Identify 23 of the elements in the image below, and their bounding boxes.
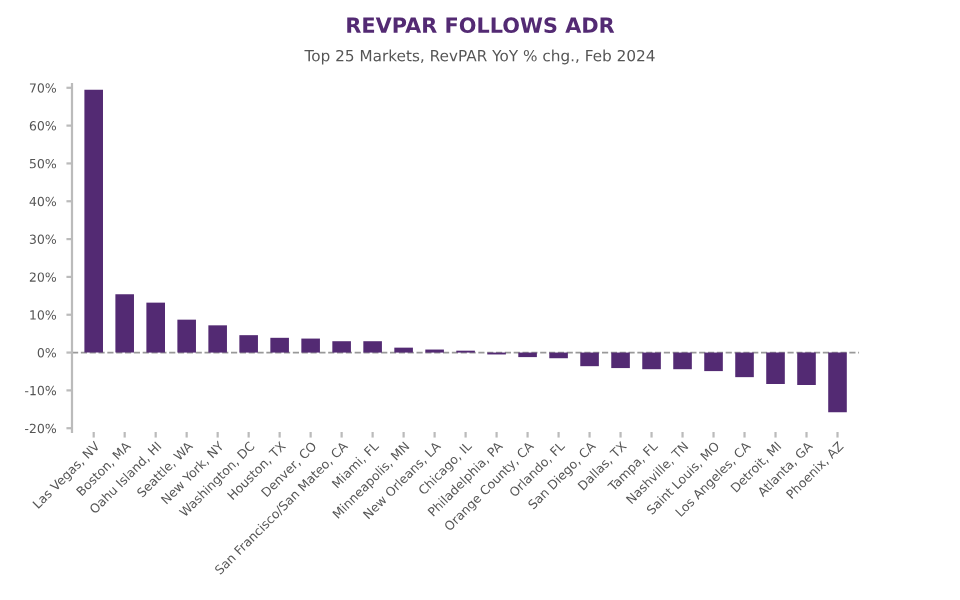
bar [239, 335, 258, 353]
bar [363, 341, 382, 353]
bar [735, 352, 754, 378]
bar [115, 294, 134, 353]
bar [177, 319, 196, 353]
chart-title: REVPAR FOLLOWS ADR [347, 17, 615, 34]
bar [84, 89, 103, 353]
bar [580, 352, 599, 367]
bar [611, 352, 630, 369]
bar [642, 352, 661, 370]
bar [673, 352, 692, 370]
bar [766, 352, 785, 384]
bar [518, 352, 537, 358]
bar [549, 352, 568, 359]
bar [301, 338, 320, 353]
bar [394, 347, 413, 353]
bar [828, 352, 847, 413]
bar [270, 337, 289, 353]
bar [704, 352, 723, 372]
bar [797, 352, 816, 386]
bar [146, 302, 165, 353]
bar [332, 341, 351, 353]
bar [208, 325, 227, 353]
